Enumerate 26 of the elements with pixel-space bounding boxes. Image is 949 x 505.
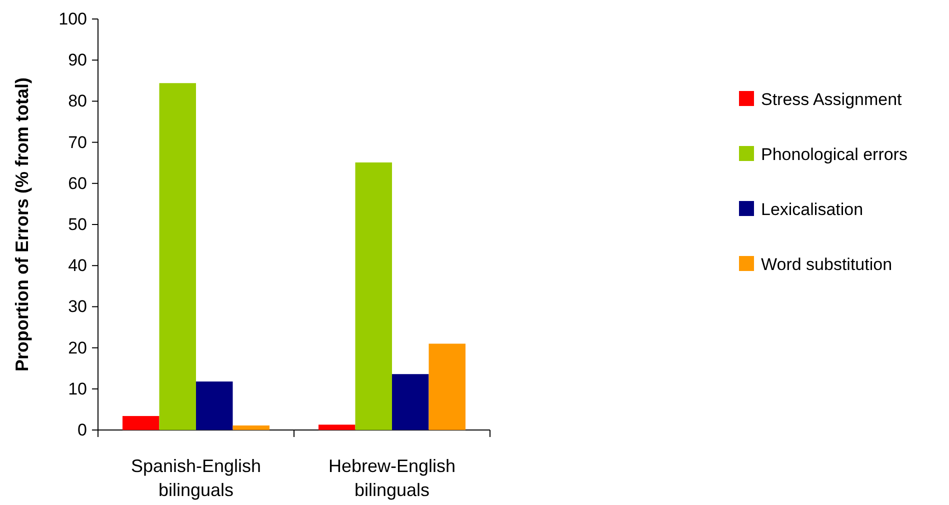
y-tick-label: 70	[68, 132, 87, 152]
y-tick-label: 50	[68, 214, 87, 234]
y-tick-label: 90	[68, 50, 87, 70]
x-tick-label: Spanish-English bilinguals	[130, 456, 262, 500]
bar	[392, 374, 429, 430]
y-tick-label: 20	[68, 338, 87, 358]
y-tick-label: 10	[68, 379, 87, 398]
legend-label: Stress Assignment	[761, 90, 902, 109]
legend-label: Lexicalisation	[761, 200, 864, 219]
bar	[355, 162, 392, 430]
bar	[232, 425, 270, 430]
y-axis-title: Proportion of Errors (% from total)	[12, 78, 32, 372]
y-tick-label: 40	[68, 256, 87, 276]
y-tick-label: 80	[68, 92, 87, 111]
legend-label: Phonological errors	[761, 145, 908, 164]
bar	[196, 382, 233, 430]
bar	[122, 416, 160, 430]
y-tick-label: 0	[78, 420, 87, 440]
x-tick-label: Hebrew-English bilinguals	[328, 456, 456, 500]
bar	[159, 83, 196, 430]
y-tick-label: 100	[58, 9, 87, 28]
y-tick-label: 30	[68, 297, 87, 316]
y-tick-label: 60	[68, 174, 87, 193]
bar	[318, 424, 356, 430]
legend-label: Word substitution	[761, 255, 892, 274]
bar	[428, 344, 466, 430]
